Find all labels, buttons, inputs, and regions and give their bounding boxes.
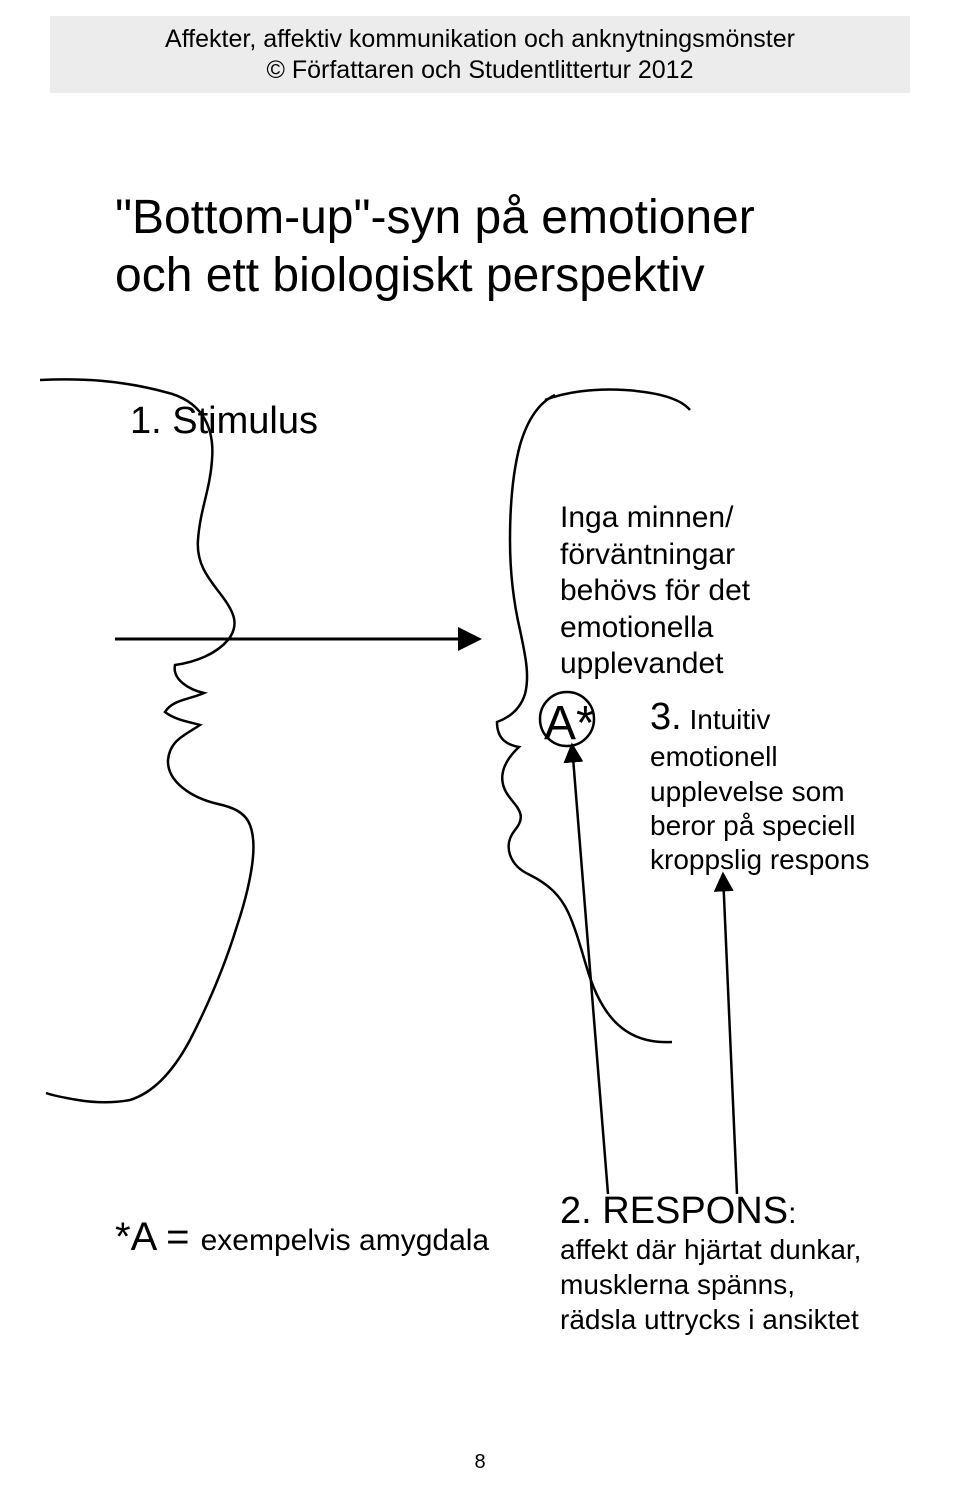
step3-rest: Intuitivemotionellupplevelse somberor på… — [650, 704, 869, 875]
page-number: 8 — [0, 1451, 960, 1474]
legend: *A = exempelvis amygdala — [115, 1215, 489, 1260]
mid-description: Inga minnen/förväntningarbehövs för dete… — [560, 500, 750, 683]
arrow-to-amygdala — [572, 745, 608, 1194]
response-big: RESPONS — [602, 1190, 788, 1232]
response-body: affekt där hjärtat dunkar,musklerna spän… — [560, 1232, 930, 1337]
stimulus-label: 1. Stimulus — [130, 400, 318, 443]
response-colon: : — [788, 1197, 796, 1230]
response-number: 2. — [560, 1190, 602, 1232]
response-heading: 2. RESPONS: — [560, 1190, 796, 1233]
arrow-to-response — [723, 874, 737, 1194]
page: Affekter, affektiv kommunikation och ank… — [0, 0, 960, 1496]
step3-text: 3. Intuitivemotionellupplevelse somberor… — [650, 694, 930, 877]
face-left-profile — [40, 379, 254, 1102]
face-right-back — [545, 389, 690, 410]
legend-rest: exempelvis amygdala — [201, 1224, 489, 1257]
a-star-label: A* — [544, 696, 595, 751]
step3-number: 3. — [650, 696, 682, 738]
legend-prefix: *A = — [115, 1215, 201, 1259]
